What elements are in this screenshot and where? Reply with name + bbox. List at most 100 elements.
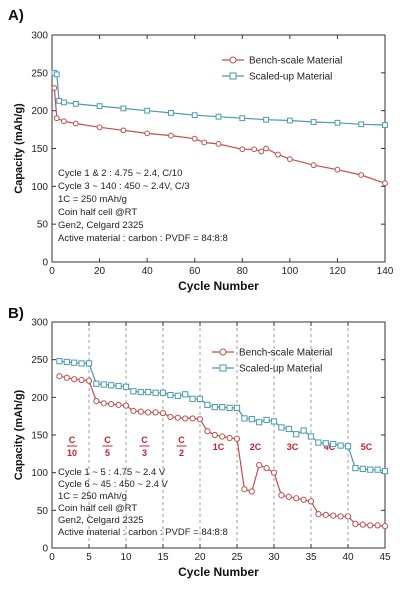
data-point-bench [93,398,100,405]
y-tick-label: 150 [31,144,48,155]
data-point-scaled [263,416,270,424]
data-point-scaled [233,404,241,411]
data-point-scaled [100,381,107,388]
annotation-line: Active material : carbon : PVDF = 84:8:8 [58,527,228,538]
rate-label: 5C [361,442,373,452]
data-point-scaled [144,107,151,114]
data-point-scaled [78,360,85,367]
data-point-scaled [115,382,122,390]
y-tick-label: 250 [31,355,48,366]
data-point-scaled [53,71,60,78]
data-point-scaled [191,112,198,119]
data-point-scaled [241,415,248,422]
x-tick-label: 45 [379,552,391,563]
y-tick-label: 150 [31,431,48,442]
data-point-bench [248,488,255,495]
rate-label-denominator: 2 [179,448,184,458]
data-point-bench [278,492,285,499]
legend-entry: Bench-scale Material [249,56,342,67]
data-point-bench [358,172,365,178]
y-axis-title: Capacity (mAh/g) [13,103,25,194]
data-point-bench [100,400,107,407]
data-point-scaled [204,401,211,408]
data-point-bench [211,431,218,439]
data-point-bench [60,118,67,125]
x-axis-title: Cycle Number [178,279,259,293]
data-point-bench [310,162,317,169]
data-point-scaled [285,425,292,433]
data-point-scaled [182,391,189,398]
y-tick-label: 100 [31,468,48,479]
data-point-scaled [359,465,366,472]
annotation-line: Gen2, Celgard 2325 [58,220,144,231]
data-point-scaled [152,389,159,396]
data-point-bench [322,511,329,518]
data-point-bench [241,486,248,493]
annotation-line: Cycle 1 & 2 : 4.75 ~ 2.4, C/10 [58,168,182,179]
rate-label: 3C [287,442,299,452]
data-point-bench [263,145,269,152]
data-point-bench [352,520,359,527]
data-point-scaled [93,380,100,387]
data-point-bench [115,401,122,408]
data-point-scaled [248,416,255,423]
rate-label-numerator: C [178,435,185,445]
data-point-scaled [130,388,137,395]
data-point-bench [293,495,300,502]
y-tick-label: 50 [37,506,49,517]
x-tick-label: 20 [94,266,106,277]
annotation-line: Cycle 6 ~ 45 : 450 ~ 2.4 V [58,479,169,490]
y-tick-label: 200 [31,106,48,117]
data-point-scaled [278,424,285,431]
data-point-bench [137,408,144,415]
data-point-scaled [72,100,79,107]
legend-entry: Bench-scale Material [239,348,332,359]
data-point-scaled [352,465,359,472]
data-point-scaled [307,433,315,440]
data-point-bench [51,85,58,91]
y-axis-title: Capacity (mAh/g) [13,389,25,480]
y-tick-label: 250 [31,68,48,79]
data-point-scaled [215,113,222,120]
data-point-scaled [358,121,365,128]
data-point-bench [96,124,103,131]
data-point-bench [359,521,366,528]
data-point-bench [168,132,174,139]
data-point-bench [182,415,189,422]
data-point-scaled [263,116,269,123]
x-tick-label: 0 [49,552,55,563]
panel-label: B) [8,305,24,322]
y-tick-label: 50 [37,220,49,231]
rate-label: 1C [213,442,225,452]
rate-label-numerator: C [69,435,76,445]
data-point-bench [307,498,315,505]
data-point-bench [258,148,265,155]
data-point-scaled [226,404,233,411]
data-point-bench [334,166,341,173]
annotation-line: Gen2, Celgard 2325 [58,515,144,526]
annotation-line: Cycle 3 ~ 140 : 450 ~ 2.4V, C/3 [58,181,190,192]
data-point-bench [78,376,85,384]
data-point-bench [233,435,241,442]
data-point-bench [152,409,159,416]
data-point-bench [144,130,151,137]
data-point-scaled [56,358,63,365]
data-point-bench [189,415,196,422]
data-point-bench [239,146,246,153]
data-point-scaled [367,466,374,473]
data-point-scaled [310,119,317,125]
annotation-line: Active material : carbon : PVDF = 84:8:8 [58,233,228,244]
legend-marker-square [229,72,237,80]
annotation-line: Coin half cell @RT [58,503,137,514]
rate-label-denominator: 10 [67,448,77,458]
legend-marker-square [219,364,227,372]
data-point-scaled [120,105,127,112]
rate-label-numerator: C [104,435,111,445]
data-point-bench [285,493,292,500]
data-point-scaled [96,103,103,110]
data-point-scaled [286,117,293,124]
y-tick-label: 200 [31,393,48,404]
x-tick-label: 25 [231,552,243,563]
